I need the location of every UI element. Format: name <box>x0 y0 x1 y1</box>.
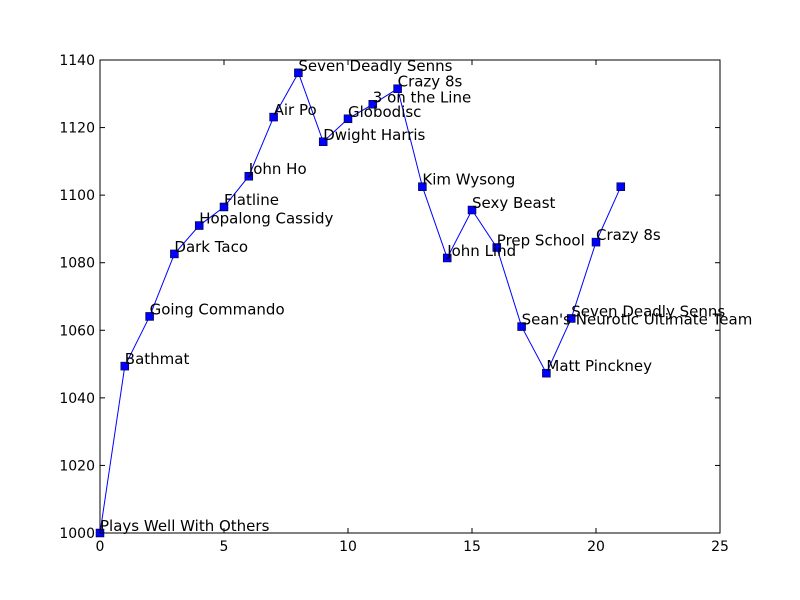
x-tick-label: 15 <box>463 539 481 555</box>
x-tick-label: 0 <box>96 539 105 555</box>
point-label: Kim Wysong <box>422 171 515 189</box>
data-point-marker <box>343 114 353 124</box>
data-point-marker <box>170 249 179 259</box>
data-point-marker <box>566 314 576 323</box>
point-label: Sean's Neurotic Ultimate Team <box>522 311 753 329</box>
data-point-marker <box>393 84 402 93</box>
x-tick-label: 20 <box>587 539 605 555</box>
point-label: Going Commando <box>150 300 285 318</box>
point-label: Crazy 8s <box>596 226 661 244</box>
data-point-marker <box>219 202 229 212</box>
point-label: Prep School <box>497 232 585 250</box>
data-point-marker <box>145 312 154 321</box>
point-label: John Ho <box>248 160 307 178</box>
data-point-marker <box>368 100 378 109</box>
series-layer <box>95 68 626 538</box>
data-point-marker <box>120 361 130 371</box>
point-label-layer: Plays Well With Others Bathmat Going Comma… <box>100 57 752 535</box>
point-label: Sexy Beast <box>472 194 556 212</box>
y-tick-label: 1040 <box>59 391 95 407</box>
data-point-marker <box>294 68 303 78</box>
tick-layer: 0 5 10 15 20 25 1000 1020 1040 1060 1080 1100 1120 11… <box>59 53 729 555</box>
data-point-marker <box>318 137 328 147</box>
point-label: 3 on the Line <box>373 88 471 106</box>
y-tick-label: 1020 <box>59 458 95 474</box>
point-label: Air Po <box>274 101 317 119</box>
point-label: Globodisc <box>348 103 421 121</box>
x-tick-label: 5 <box>220 539 229 555</box>
point-label: Crazy 8s <box>398 73 463 91</box>
data-point-marker <box>442 253 452 263</box>
y-tick-label: 1120 <box>59 121 95 137</box>
data-point-marker <box>269 112 278 122</box>
data-point-marker <box>492 243 502 252</box>
y-tick-label: 1060 <box>59 323 95 339</box>
point-label: John Lind <box>446 242 516 260</box>
point-label: Dark Taco <box>174 238 248 256</box>
point-label: Hopalong Cassidy <box>199 210 333 228</box>
x-tick-label: 25 <box>711 539 729 555</box>
point-label: Matt Pinckney <box>546 357 652 375</box>
data-point-marker <box>616 182 626 191</box>
y-tick-label: 1100 <box>59 188 95 204</box>
point-label: Bathmat <box>125 350 190 368</box>
data-point-marker <box>418 182 427 191</box>
data-point-marker <box>517 322 526 331</box>
y-tick-label: 1140 <box>59 53 95 69</box>
y-tick-label: 1080 <box>59 256 95 272</box>
point-label: Seven Deadly Senns <box>298 57 452 75</box>
data-point-marker <box>244 171 254 181</box>
plot-frame <box>99 59 721 534</box>
x-tick-label: 10 <box>339 539 357 555</box>
data-point-marker <box>194 221 204 230</box>
point-label: Plays Well With Others <box>100 517 270 535</box>
y-tick-label: 1000 <box>59 526 95 542</box>
data-point-marker <box>467 205 477 215</box>
point-label: Flatline <box>224 191 279 209</box>
data-point-marker <box>591 237 601 247</box>
point-label: Seven Deadly Senns <box>571 302 725 320</box>
point-label: Dwight Harris <box>323 126 425 144</box>
series-line <box>99 71 622 534</box>
data-point-marker <box>542 368 551 378</box>
